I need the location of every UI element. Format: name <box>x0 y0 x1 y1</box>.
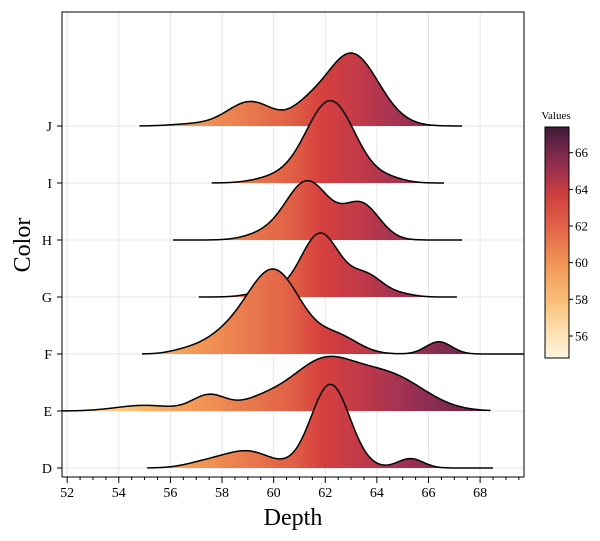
ridge-fill-H <box>172 180 463 240</box>
x-tick-label: 68 <box>473 486 487 501</box>
x-tick-label: 58 <box>215 486 229 501</box>
colorbar: Values 56 58 60 62 64 66 <box>541 110 589 359</box>
y-tick-label: G <box>42 291 52 306</box>
y-tick-label: H <box>42 234 52 249</box>
ridge-fill-E <box>62 356 491 411</box>
y-tick-label: D <box>42 462 52 477</box>
x-tick-label: 60 <box>267 486 281 501</box>
ridge-line-I <box>211 99 444 184</box>
ridge-fill-G <box>198 232 457 297</box>
x-tick-label: 64 <box>370 486 384 501</box>
colorbar-tick-label: 64 <box>575 182 589 197</box>
colorbar-tick-label: 56 <box>575 329 589 344</box>
ridges <box>62 52 524 469</box>
colorbar-tick-label: 66 <box>575 145 589 160</box>
y-tick-label: F <box>44 348 52 363</box>
x-tick-label: 62 <box>318 486 332 501</box>
colorbar-tick-label: 62 <box>575 219 588 234</box>
x-axis: 52 54 56 58 60 62 64 66 68 <box>60 477 520 501</box>
ridge-line-E <box>62 355 491 412</box>
y-axis-title: Color <box>10 218 36 273</box>
colorbar-gradient <box>544 126 570 359</box>
x-tick-label: 54 <box>112 486 126 501</box>
ridge-fill-I <box>211 100 444 183</box>
y-tick-label: E <box>43 405 52 420</box>
x-tick-label: 52 <box>60 486 74 501</box>
watermark: 知乎 @软工章北海 <box>465 508 590 526</box>
ridge-line-G <box>198 232 457 298</box>
y-tick-label: J <box>47 120 53 135</box>
x-tick-label: 56 <box>163 486 177 501</box>
x-tick-label: 66 <box>422 486 436 501</box>
colorbar-tick-label: 58 <box>575 292 588 307</box>
plot-frame <box>61 11 525 478</box>
x-axis-title: Depth <box>264 505 323 531</box>
ridge-line-J <box>139 52 463 127</box>
ridge-fill-D <box>147 384 494 468</box>
colorbar-tick-label: 60 <box>575 255 588 270</box>
ridge-line-F <box>141 268 524 355</box>
ridge-line-D <box>147 383 494 469</box>
y-axis: D E F G H I J <box>42 120 62 477</box>
ridge-line-H <box>172 179 463 241</box>
ridge-fill-F <box>142 268 524 354</box>
colorbar-ticks: 56 58 60 62 64 66 <box>569 145 589 344</box>
y-tick-label: I <box>47 177 52 192</box>
ridge-fill-J <box>139 53 463 126</box>
colorbar-title: Values <box>541 110 570 122</box>
